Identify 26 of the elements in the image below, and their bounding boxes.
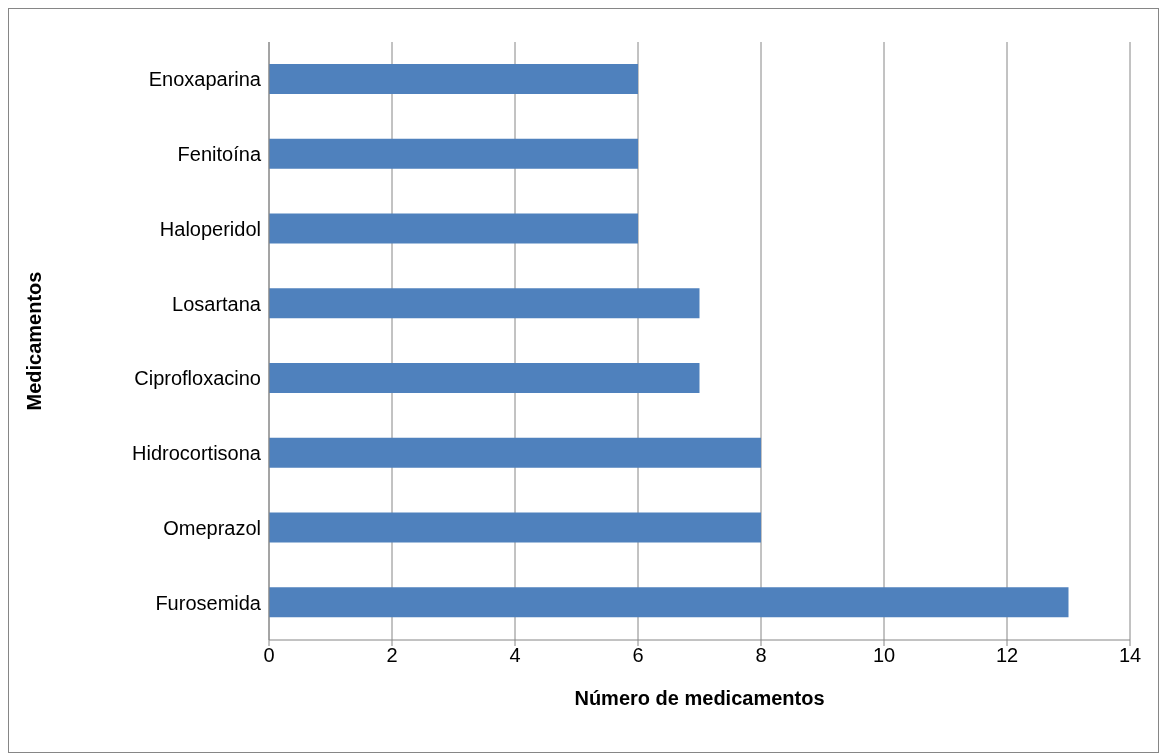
y-tick-label: Ciprofloxacino xyxy=(134,367,261,390)
x-tick-label: 6 xyxy=(632,644,644,667)
x-tick-label: 2 xyxy=(386,644,398,667)
x-tick-label: 0 xyxy=(263,644,275,667)
bar xyxy=(269,437,761,468)
y-tick-label: Enoxaparina xyxy=(148,68,262,91)
y-tick-label: Omeprazol xyxy=(163,516,261,539)
x-tick-label: 10 xyxy=(872,644,896,667)
x-tick-label: 14 xyxy=(1118,644,1142,667)
bar xyxy=(269,213,638,244)
x-tick-label: 8 xyxy=(755,644,767,667)
x-axis-title: Número de medicamentos xyxy=(574,687,825,709)
bar xyxy=(269,363,700,393)
y-tick-label: Furosemida xyxy=(155,591,262,614)
bar xyxy=(269,512,761,543)
bar xyxy=(269,64,638,94)
bar xyxy=(269,138,638,169)
x-tick-label: 4 xyxy=(509,644,521,667)
y-tick-label: Haloperidol xyxy=(159,217,261,240)
x-tick-label: 12 xyxy=(995,644,1019,667)
y-tick-label: Hidrocortisona xyxy=(132,442,262,465)
bar xyxy=(269,587,1069,618)
y-axis-title: Medicamentos xyxy=(23,271,46,411)
y-tick-label: Fenitoína xyxy=(177,143,262,166)
bar xyxy=(269,288,700,319)
y-tick-label: Losartana xyxy=(172,292,262,315)
